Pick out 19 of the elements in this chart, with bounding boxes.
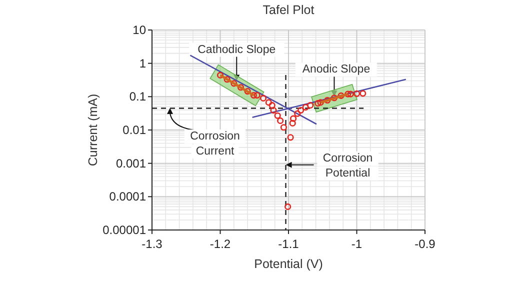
annotation: Cathodic Slope bbox=[198, 44, 276, 56]
y-tick-label: 0.001 bbox=[116, 156, 146, 170]
annotation: Corrosion Current bbox=[190, 130, 240, 158]
y-tick-label: 0.0001 bbox=[109, 190, 146, 204]
y-tick-label: 10 bbox=[132, 23, 146, 37]
y-tick-label: 0.1 bbox=[129, 90, 146, 104]
x-tick-label: -1.3 bbox=[142, 237, 163, 251]
annotation: Anodic Slope bbox=[302, 64, 370, 76]
annotation: Corrosion Potential bbox=[322, 152, 373, 180]
x-tick-label: -1 bbox=[351, 237, 362, 251]
y-tick-label: 0.01 bbox=[122, 123, 146, 137]
x-axis-title: Potential (V) bbox=[254, 257, 323, 271]
x-tick-label: -1.1 bbox=[278, 237, 300, 251]
y-axis-title: Current (mA) bbox=[86, 94, 100, 166]
x-tick-label: -1.2 bbox=[210, 237, 231, 251]
x-tick-label: -0.9 bbox=[414, 237, 436, 251]
y-tick-label: 1 bbox=[139, 56, 146, 70]
y-tick-label: 0.00001 bbox=[102, 223, 146, 237]
chart-title: Tafel Plot bbox=[262, 3, 315, 17]
